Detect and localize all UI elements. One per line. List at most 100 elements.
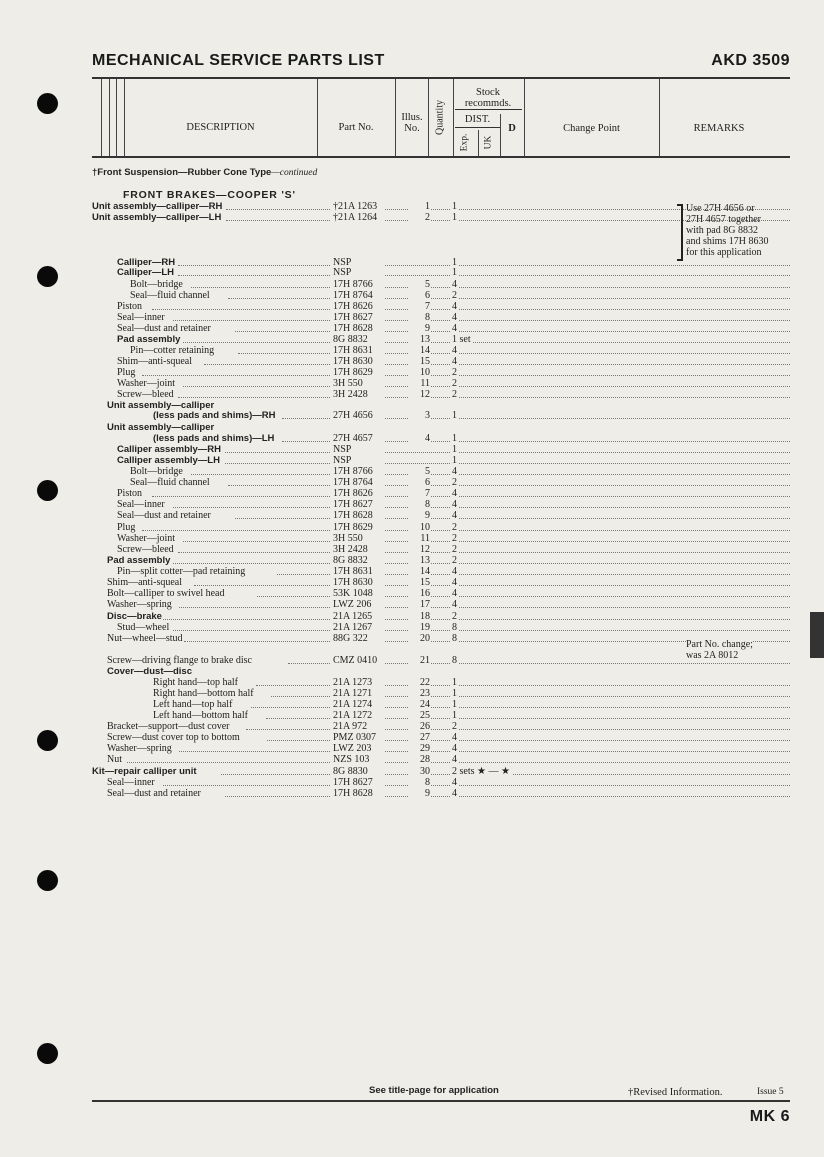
dot-leader: [385, 201, 790, 210]
dot-leader: [385, 622, 790, 631]
table-row: Unit assembly—calliper: [0, 422, 824, 433]
row-quantity: 2: [450, 477, 459, 488]
dot-leader: [173, 555, 330, 564]
table-row: Bolt—bridge 17H 8766 5 4: [0, 466, 824, 477]
row-description: Right hand—top half: [153, 677, 238, 688]
dot-leader: [277, 566, 330, 575]
section-heading-text: †Front Suspension—Rubber Cone Type: [92, 167, 272, 178]
row-description: Washer—spring: [107, 599, 172, 610]
row-remark: Part No. change;: [686, 639, 753, 650]
row-description: Plug: [117, 522, 136, 533]
dot-leader: [227, 290, 330, 299]
row-part-no: 8G 8832: [333, 555, 368, 566]
row-illus-no: 14: [408, 566, 430, 577]
row-part-no: 21A 1271: [333, 688, 373, 699]
row-description: Nut—wheel—stud: [107, 633, 183, 644]
row-part-no: 21A 1265: [333, 611, 373, 622]
punch-hole: [37, 1043, 58, 1064]
table-row: Disc—brake 21A 1265 18 2: [0, 611, 824, 622]
row-description: Seal—dust and retainer: [117, 323, 211, 334]
row-illus-no: 12: [408, 389, 430, 400]
row-part-no: 27H 4656: [333, 410, 373, 421]
dot-leader: [385, 577, 790, 586]
punch-hole: [37, 480, 58, 501]
dot-leader: [152, 488, 330, 497]
row-description: Unit assembly—calliper: [107, 400, 215, 411]
row-description: Screw—bleed: [117, 389, 174, 400]
row-description: Seal—inner: [117, 499, 165, 510]
dot-leader: [126, 754, 330, 763]
row-quantity: 1: [450, 201, 459, 212]
dot-leader: [385, 611, 790, 620]
row-quantity: 4: [450, 356, 459, 367]
table-row: Seal—inner 17H 8627 8 4: [0, 777, 824, 788]
dot-leader: [178, 743, 330, 752]
table-row: (less pads and shims)—LH 27H 4657 4 1: [0, 433, 824, 444]
dot-leader: [385, 754, 790, 763]
dot-leader: [385, 766, 790, 775]
row-illus-no: 10: [408, 522, 430, 533]
dot-leader: [385, 279, 790, 288]
row-illus-no: 28: [408, 754, 430, 765]
table-row: Screw—bleed 3H 2428 12 2: [0, 544, 824, 555]
row-quantity: 4: [450, 301, 459, 312]
table-row: Unit assembly—calliper—LH †21A 1264 2 1: [0, 212, 824, 223]
dot-leader: [271, 688, 330, 697]
row-description: Nut: [107, 754, 122, 765]
dot-leader: [385, 544, 790, 553]
row-illus-no: 19: [408, 622, 430, 633]
row-quantity: 2: [450, 533, 459, 544]
row-part-no: 17H 8630: [333, 356, 373, 367]
table-row: Seal—inner 17H 8627 8 4: [0, 312, 824, 323]
row-part-no: 3H 550: [333, 533, 363, 544]
punch-hole: [37, 266, 58, 287]
row-illus-no: 11: [408, 533, 430, 544]
row-illus-no: 10: [408, 367, 430, 378]
row-part-no: NSP: [333, 455, 352, 466]
row-part-no: 17H 8631: [333, 345, 373, 356]
row-quantity: 4: [450, 466, 459, 477]
row-quantity: 4: [450, 499, 459, 510]
row-part-no: 17H 8627: [333, 499, 373, 510]
table-row: Bracket—support—dust cover 21A 972 26 2: [0, 721, 824, 732]
col-uk: UK: [483, 135, 494, 150]
row-description: Screw—driving flange to brake disc: [107, 655, 252, 666]
dot-leader: [267, 732, 330, 741]
row-illus-no: 9: [408, 323, 430, 334]
row-description: Screw—bleed: [117, 544, 174, 555]
footer-rule: [92, 1100, 790, 1102]
table-row: Pad assembly 8G 8832 13 1 set: [0, 334, 824, 345]
table-row: Plug 17H 8629 10 2: [0, 367, 824, 378]
row-part-no: †21A 1263: [333, 201, 378, 212]
row-quantity: 4: [450, 510, 459, 521]
col-change-point: Change Point: [563, 123, 620, 134]
row-part-no: 17H 8626: [333, 301, 373, 312]
row-part-no: †21A 1264: [333, 212, 378, 223]
row-part-no: NSP: [333, 257, 352, 268]
table-row: Pin—split cotter—pad retaining 17H 8631 14…: [0, 566, 824, 577]
row-part-no: 21A 972: [333, 721, 368, 732]
row-illus-no: 15: [408, 577, 430, 588]
dot-leader: [141, 367, 330, 376]
page-number: MK 6: [749, 1108, 790, 1125]
dot-leader: [141, 522, 330, 531]
dot-leader: [385, 378, 790, 387]
dot-leader: [226, 201, 330, 210]
table-row: Cover—dust—disc: [0, 666, 824, 677]
dot-leader: [225, 455, 330, 464]
row-description: Disc—brake: [107, 611, 162, 622]
dot-leader: [385, 788, 790, 797]
table-row: Washer—spring LWZ 203 29 4: [0, 743, 824, 754]
table-row: Bolt—calliper to swivel head 53K 1048 16 4: [0, 588, 824, 599]
row-quantity: 1: [450, 699, 459, 710]
dot-leader: [152, 301, 330, 310]
row-quantity: 1: [450, 433, 459, 444]
row-quantity: 8: [450, 655, 459, 666]
row-part-no: LWZ 206: [333, 599, 372, 610]
row-illus-no: 13: [408, 555, 430, 566]
table-row: Unit assembly—calliper: [0, 400, 824, 411]
dot-leader: [183, 334, 330, 343]
dot-leader: [385, 389, 790, 398]
table-row: Washer—joint 3H 550 11 2: [0, 378, 824, 389]
row-illus-no: 11: [408, 378, 430, 389]
